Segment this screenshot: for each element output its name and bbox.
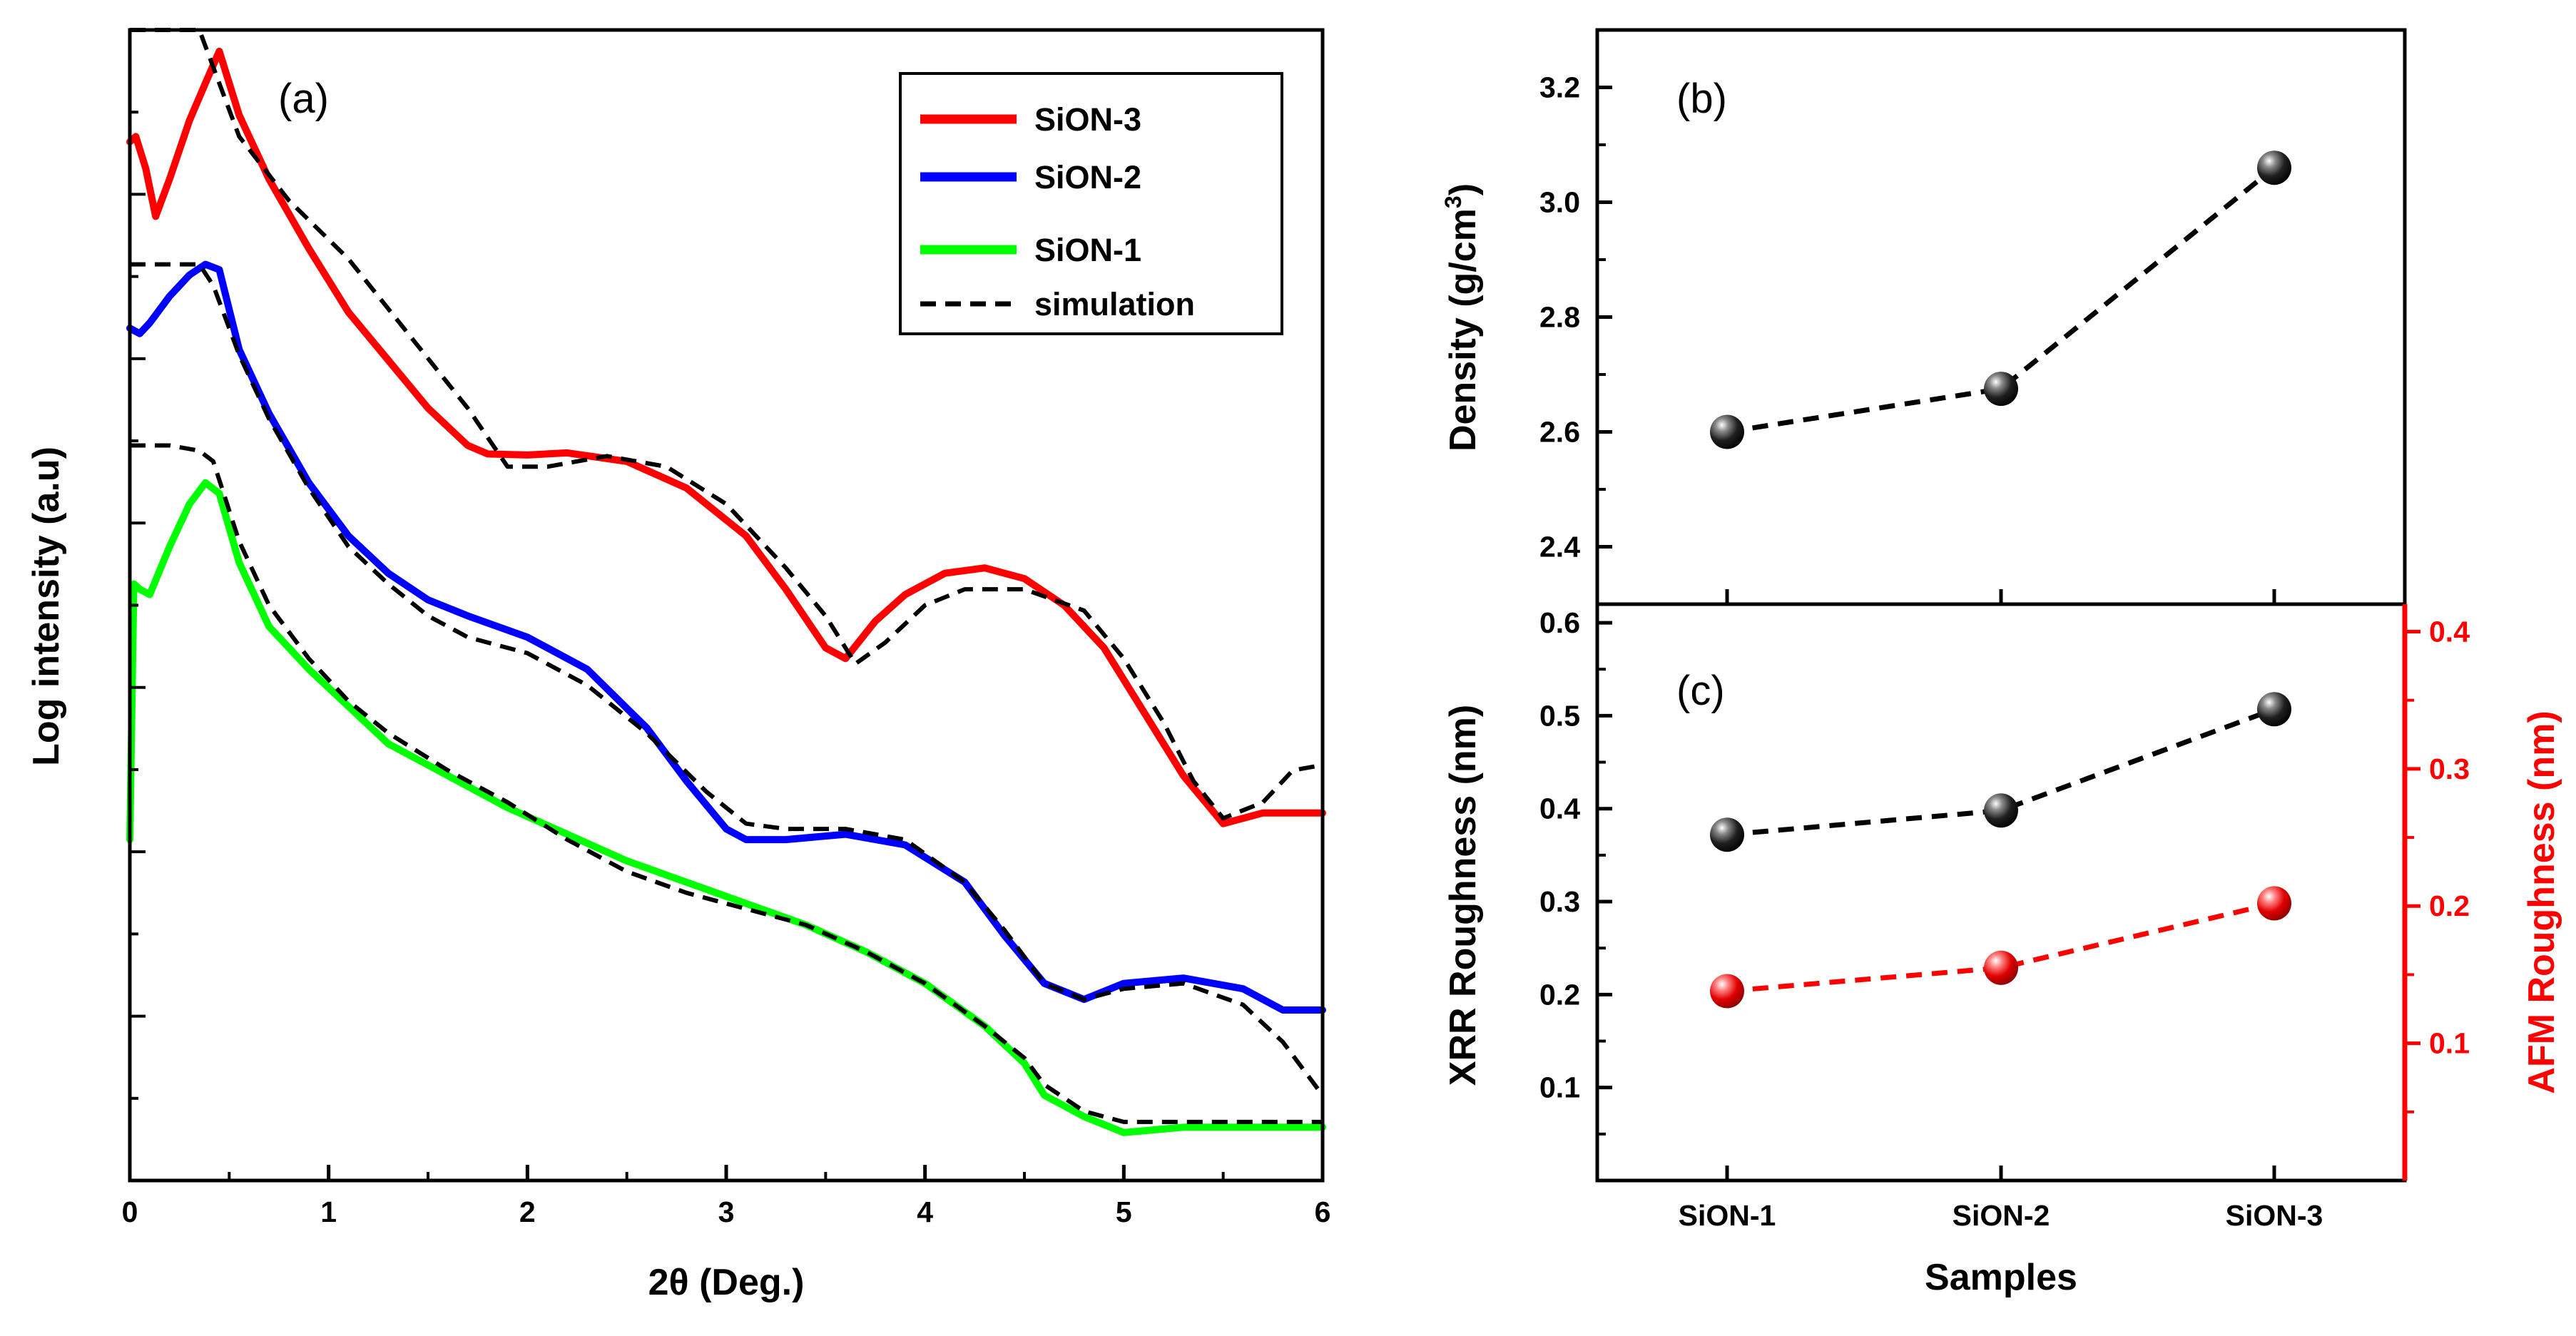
panel-c-label: (c)	[1676, 668, 1725, 714]
panel-c-x-axis-title: Samples	[1925, 1257, 2077, 1298]
c-y2-tick-label-0.2: 0.2	[2429, 889, 2470, 922]
x-tick-label-5: 5	[1116, 1195, 1132, 1228]
density-point-3	[2257, 151, 2291, 185]
density-title-main: Density (g/cm	[1442, 208, 1484, 452]
panel-a-legend: SiON-3 SiON-2 SiON-1 simulation	[899, 72, 1283, 335]
panel-a-frame	[128, 28, 1325, 1183]
c-y2-tick-label-0.4: 0.4	[2429, 615, 2470, 648]
density-title-superscript: 3	[1440, 195, 1466, 208]
panel-a-label: (a)	[278, 76, 329, 122]
xrr-roughness-point-1	[1710, 817, 1744, 852]
legend-label-simulation: simulation	[1034, 286, 1195, 322]
panel-b-y-axis-title: Density (g/cm3)	[1440, 183, 1484, 452]
afm-roughness-point-2	[1984, 950, 2018, 985]
x-tick-label-1: 1	[320, 1195, 337, 1228]
simulation-line-3	[130, 443, 1323, 1124]
c-y-tick-label-0.1: 0.1	[1539, 1071, 1580, 1104]
density-point-2	[1984, 372, 2018, 407]
panel-a-xrr-curves: 0 1 2 3 4 5 6 (a) SiON-3 SiON-2 SiON-1 simulat…	[26, 28, 1331, 1303]
panel-bc-ticks: 2.4 2.6 2.8 3.0 3.2 0.1 0.2 0.3 0.4 0.5 0.6 0.1 0.2 0…	[1539, 71, 2470, 1233]
c-y2-tick-label-0.3: 0.3	[2429, 753, 2470, 785]
category-label-SiON-1: SiON-1	[1679, 1199, 1776, 1232]
xrr-roughness-point-3	[2257, 692, 2291, 727]
x-tick-label-2: 2	[519, 1195, 536, 1228]
c-y-tick-label-0.3: 0.3	[1539, 885, 1580, 918]
x-tick-label-6: 6	[1315, 1195, 1331, 1228]
c-y2-tick-label-0.1: 0.1	[2429, 1027, 2470, 1060]
density-point-1	[1710, 414, 1744, 449]
category-label-SiON-2: SiON-2	[1953, 1199, 2050, 1232]
legend-label-sion1: SiON-1	[1034, 232, 1141, 268]
legend-label-sion3: SiON-3	[1034, 101, 1141, 138]
simulation-line-1	[130, 28, 1323, 821]
legend-label-sion2: SiON-2	[1034, 159, 1141, 195]
c-y-tick-label-0.5: 0.5	[1539, 699, 1580, 732]
c-y-tick-label-0.4: 0.4	[1539, 792, 1580, 825]
afm-roughness-point-3	[2257, 886, 2291, 921]
panel-a-plot-data	[126, 28, 1326, 1136]
panel-bc: 2.4 2.6 2.8 3.0 3.2 0.1 0.2 0.3 0.4 0.5 0.6 0.1 0.2 0…	[1440, 28, 2562, 1298]
density-line	[1726, 165, 2276, 434]
b-y-tick-label-3.2: 3.2	[1539, 71, 1580, 104]
c-y-tick-label-0.6: 0.6	[1539, 606, 1580, 639]
c-y-tick-label-0.2: 0.2	[1539, 978, 1580, 1011]
x-tick-label-0: 0	[122, 1195, 138, 1228]
simulation-line-2	[130, 262, 1325, 1097]
panel-c-y-axis-title: XRR Roughness (nm)	[1442, 705, 1484, 1086]
panel-b-label: (b)	[1676, 76, 1727, 122]
b-y-tick-label-2.4: 2.4	[1539, 531, 1580, 564]
x-tick-label-3: 3	[718, 1195, 735, 1228]
density-title-close: )	[1442, 183, 1484, 195]
afm-roughness-point-1	[1710, 974, 1744, 1009]
panel-b-plot-data	[1710, 151, 2291, 449]
b-y-tick-label-2.8: 2.8	[1539, 301, 1580, 334]
b-y-tick-label-2.6: 2.6	[1539, 416, 1580, 449]
panel-a-x-axis-title: 2θ (Deg.)	[648, 1262, 805, 1303]
b-y-tick-label-3.0: 3.0	[1539, 186, 1580, 219]
xrr-roughness-point-2	[1984, 793, 2018, 828]
panel-a-y-axis-title: Log intensity (a.u)	[26, 447, 67, 766]
panel-c-y2-axis-title: AFM Roughness (nm)	[2521, 710, 2562, 1093]
xrr-roughness-line	[1726, 707, 2276, 837]
x-tick-label-4: 4	[917, 1195, 933, 1228]
series-sion-1-line	[126, 479, 1326, 1136]
panel-c-plot-data	[1710, 692, 2291, 1009]
category-label-SiON-3: SiON-3	[2226, 1199, 2323, 1232]
afm-roughness-line	[1726, 900, 2275, 994]
